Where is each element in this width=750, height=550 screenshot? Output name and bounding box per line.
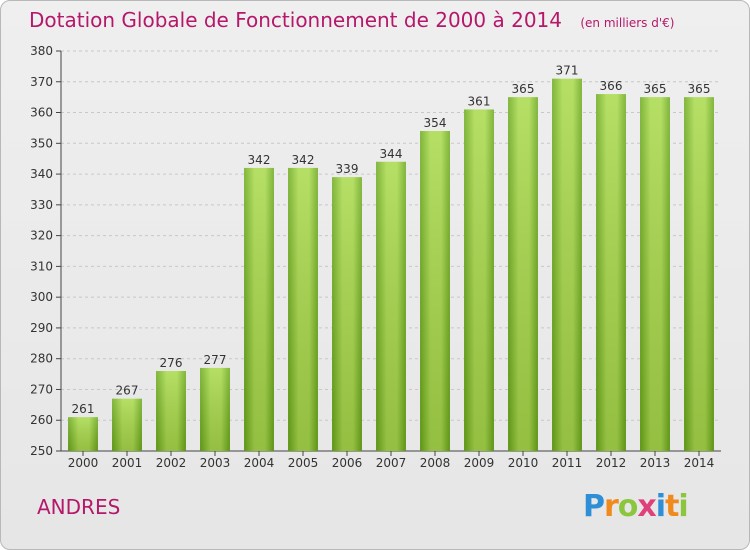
x-tick-label: 2002 (156, 456, 187, 470)
x-tick-label: 2006 (332, 456, 363, 470)
y-tick-label: 330 (30, 198, 53, 212)
logo-letter: o (617, 489, 639, 524)
bar-value-label: 361 (468, 94, 491, 108)
x-tick-label: 2001 (112, 456, 143, 470)
bar-value-label: 365 (688, 82, 711, 96)
y-tick-label: 370 (30, 75, 53, 89)
x-tick-label: 2009 (464, 456, 495, 470)
bar-shade (640, 97, 670, 452)
bar-value-label: 371 (556, 64, 579, 78)
x-tick-label: 2010 (508, 456, 539, 470)
logo-letter: i (655, 489, 666, 524)
bar-value-label: 354 (424, 116, 447, 130)
bar-value-label: 342 (248, 153, 271, 167)
y-tick-label: 250 (30, 444, 53, 458)
chart-unit: (en milliers d'€) (580, 16, 675, 30)
x-tick-label: 2008 (420, 456, 451, 470)
bar-value-label: 344 (380, 147, 403, 161)
bar-value-label: 365 (644, 82, 667, 96)
bar-shade (332, 177, 362, 451)
logo-letter: r (604, 489, 619, 524)
chart-title: Dotation Globale de Fonctionnement de 20… (29, 8, 674, 32)
bar-value-label: 261 (72, 402, 95, 416)
x-tick-label: 2014 (684, 456, 715, 470)
x-tick-label: 2011 (552, 456, 583, 470)
y-tick-label: 380 (30, 44, 53, 58)
bar-shade (68, 417, 98, 451)
logo-letter: x (637, 489, 656, 524)
commune-name: ANDRES (37, 495, 121, 519)
x-tick-label: 2000 (68, 456, 99, 470)
y-tick-label: 300 (30, 290, 53, 304)
bar-shade (684, 97, 714, 452)
x-tick-label: 2007 (376, 456, 407, 470)
y-tick-label: 280 (30, 352, 53, 366)
y-tick-label: 360 (30, 106, 53, 120)
bar-value-label: 342 (292, 153, 315, 167)
x-tick-label: 2013 (640, 456, 671, 470)
bar-shade (596, 94, 626, 452)
y-tick-label: 350 (30, 136, 53, 150)
bar-value-label: 366 (600, 79, 623, 93)
bar-shade (376, 161, 406, 451)
x-tick-label: 2005 (288, 456, 319, 470)
x-tick-label: 2012 (596, 456, 627, 470)
bar-value-label: 277 (204, 353, 227, 367)
chart-title-text: Dotation Globale de Fonctionnement de 20… (29, 8, 562, 32)
bar-shade (552, 78, 582, 451)
bar-shade (420, 131, 450, 451)
y-tick-label: 340 (30, 167, 53, 181)
bar-shade (112, 398, 142, 451)
bar-value-label: 365 (512, 82, 535, 96)
x-tick-label: 2004 (244, 456, 275, 470)
proxiti-logo: Proxiti (583, 489, 689, 524)
logo-letter: i (678, 489, 688, 524)
bar-shade (156, 371, 186, 451)
logo-letter: P (583, 489, 605, 524)
y-tick-label: 290 (30, 321, 53, 335)
y-tick-label: 310 (30, 259, 53, 273)
bar-shade (508, 97, 538, 452)
bar-value-label: 267 (116, 384, 139, 398)
y-tick-label: 320 (30, 229, 53, 243)
bar-value-label: 339 (336, 162, 359, 176)
x-tick-label: 2003 (200, 456, 231, 470)
bar-shade (464, 109, 494, 451)
bar-shade (288, 167, 318, 451)
y-tick-label: 270 (30, 382, 53, 396)
logo-letter: t (665, 489, 679, 524)
bar-shade (244, 167, 274, 451)
bar-value-label: 276 (160, 356, 183, 370)
bar-shade (200, 367, 230, 451)
y-tick-label: 260 (30, 413, 53, 427)
